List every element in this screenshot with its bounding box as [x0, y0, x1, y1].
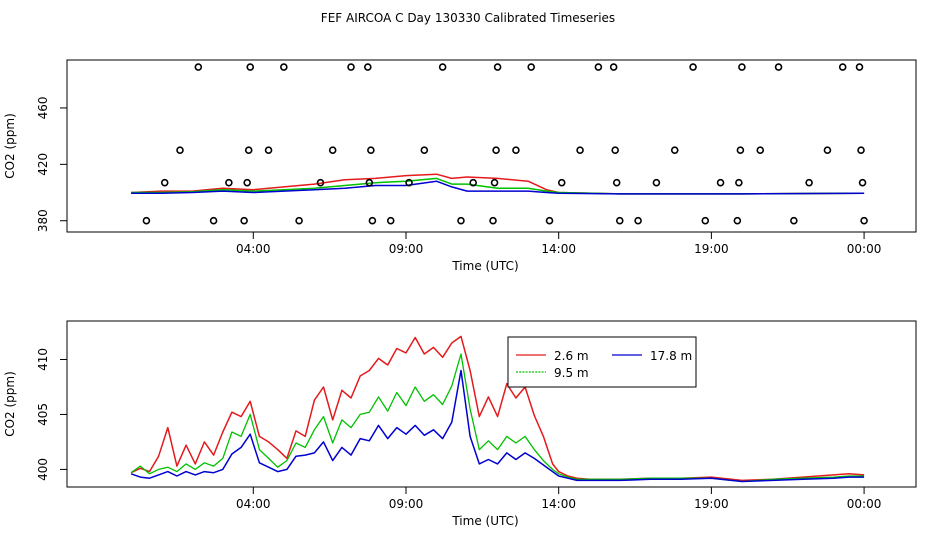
calibration-point: [364, 63, 372, 71]
x-tick-label: 19:00: [694, 242, 729, 256]
calibration-point: [527, 63, 536, 71]
y-tick-label: 400: [36, 458, 50, 481]
legend-label-2-6m: 2.6 m: [554, 349, 589, 363]
calibration-point: [246, 63, 255, 71]
calibration-point: [823, 146, 832, 155]
calibration-point: [240, 216, 248, 225]
calibration-point: [689, 63, 697, 71]
series-group: [131, 63, 868, 225]
series-group: [130, 335, 865, 483]
y-axis-label: CO2 (ppm): [3, 113, 17, 179]
calibration-point: [420, 146, 429, 155]
x-tick-label: 00:00: [847, 242, 882, 256]
calibration-point: [457, 216, 465, 225]
legend-box: [507, 336, 697, 388]
calibration-point: [733, 216, 742, 225]
calibration-point: [142, 216, 151, 225]
calibration-point: [838, 63, 847, 71]
page-title: FEF AIRCOA C Day 130330 Calibrated Times…: [321, 11, 615, 25]
x-tick-label: 00:00: [847, 497, 882, 511]
series-line-blue: [130, 369, 865, 483]
calibration-point: [225, 178, 233, 187]
x-tick-label: 14:00: [541, 242, 576, 256]
calibration-point: [194, 63, 203, 71]
calibration-point: [805, 178, 813, 187]
calibration-point: [176, 146, 184, 155]
calibration-point: [243, 178, 251, 187]
calibration-point: [557, 178, 566, 187]
calibration-point: [860, 216, 868, 225]
calibration-point: [405, 178, 413, 187]
legend-label-17-8m: 17.8 m: [650, 349, 692, 363]
calibration-point: [347, 63, 355, 71]
calibration-point: [368, 216, 377, 225]
calibration-point: [652, 178, 661, 187]
x-tick-label: 14:00: [541, 497, 576, 511]
y-tick-label: 420: [36, 153, 50, 176]
x-tick-label: 09:00: [389, 242, 424, 256]
calibration-point: [469, 178, 477, 187]
calibration-point: [160, 178, 169, 187]
calibration-point: [701, 216, 710, 225]
calibration-point: [738, 63, 746, 71]
calibration-point: [328, 146, 337, 155]
x-tick-label: 04:00: [236, 242, 271, 256]
y-tick-label: 380: [36, 209, 50, 232]
series-line-red: [130, 335, 865, 482]
panel-bottom-tower-levels: 04:00 09:00 14:00 19:00 00:00 400 405 410 Time (…: [3, 320, 917, 528]
x-axis-label: Time (UTC): [451, 259, 518, 273]
legend: 2.6 m 17.8 m 9.5 m: [507, 336, 697, 388]
x-tick-label: 19:00: [694, 497, 729, 511]
y-axis-label: CO2 (ppm): [3, 371, 17, 437]
calibration-point: [489, 216, 497, 225]
calibration-point: [545, 216, 554, 225]
y-tick-label: 410: [36, 348, 50, 371]
calibration-point: [670, 146, 679, 155]
legend-label-9-5m: 9.5 m: [554, 366, 589, 380]
calibration-point: [611, 146, 619, 155]
calibration-point: [615, 216, 624, 225]
calibration-point: [774, 63, 783, 71]
calibration-point: [490, 178, 499, 187]
calibration-point: [855, 63, 864, 71]
calibration-point: [280, 63, 288, 71]
series-line-blue: [131, 180, 865, 195]
calibration-point: [512, 146, 520, 155]
calibration-point: [367, 146, 375, 155]
calibration-point: [756, 146, 765, 155]
calibration-point: [716, 178, 725, 187]
calibration-point: [493, 63, 502, 71]
series-line-green: [130, 353, 865, 483]
calibration-point: [438, 63, 447, 71]
calibration-point: [576, 146, 584, 155]
calibration-point: [857, 146, 865, 155]
x-tick-label: 09:00: [389, 497, 424, 511]
calibration-point: [609, 63, 618, 71]
calibration-point: [634, 216, 642, 225]
panel-top-calibrated-timeseries: 04:00 09:00 14:00 19:00 00:00 380 420 460 Time (…: [3, 59, 917, 273]
calibration-point: [736, 146, 745, 155]
calibration-point: [858, 178, 867, 187]
plot-frame: [66, 59, 917, 233]
calibration-point: [365, 178, 374, 187]
calibration-point: [316, 178, 325, 187]
calibration-point: [264, 146, 273, 155]
calibration-point: [612, 178, 621, 187]
calibration-point: [594, 63, 603, 71]
calibration-point: [492, 146, 500, 155]
calibration-point: [244, 146, 253, 155]
calibration-point: [386, 216, 395, 225]
calibration-point: [735, 178, 743, 187]
x-tick-label: 04:00: [236, 497, 271, 511]
calibration-point: [209, 216, 218, 225]
plot-frame: [66, 320, 917, 488]
y-tick-label: 460: [36, 96, 50, 119]
y-tick-label: 405: [36, 403, 50, 426]
calibration-point: [790, 216, 798, 225]
series-line-green: [131, 177, 865, 195]
calibration-point: [295, 216, 303, 225]
x-axis-label: Time (UTC): [451, 514, 518, 528]
